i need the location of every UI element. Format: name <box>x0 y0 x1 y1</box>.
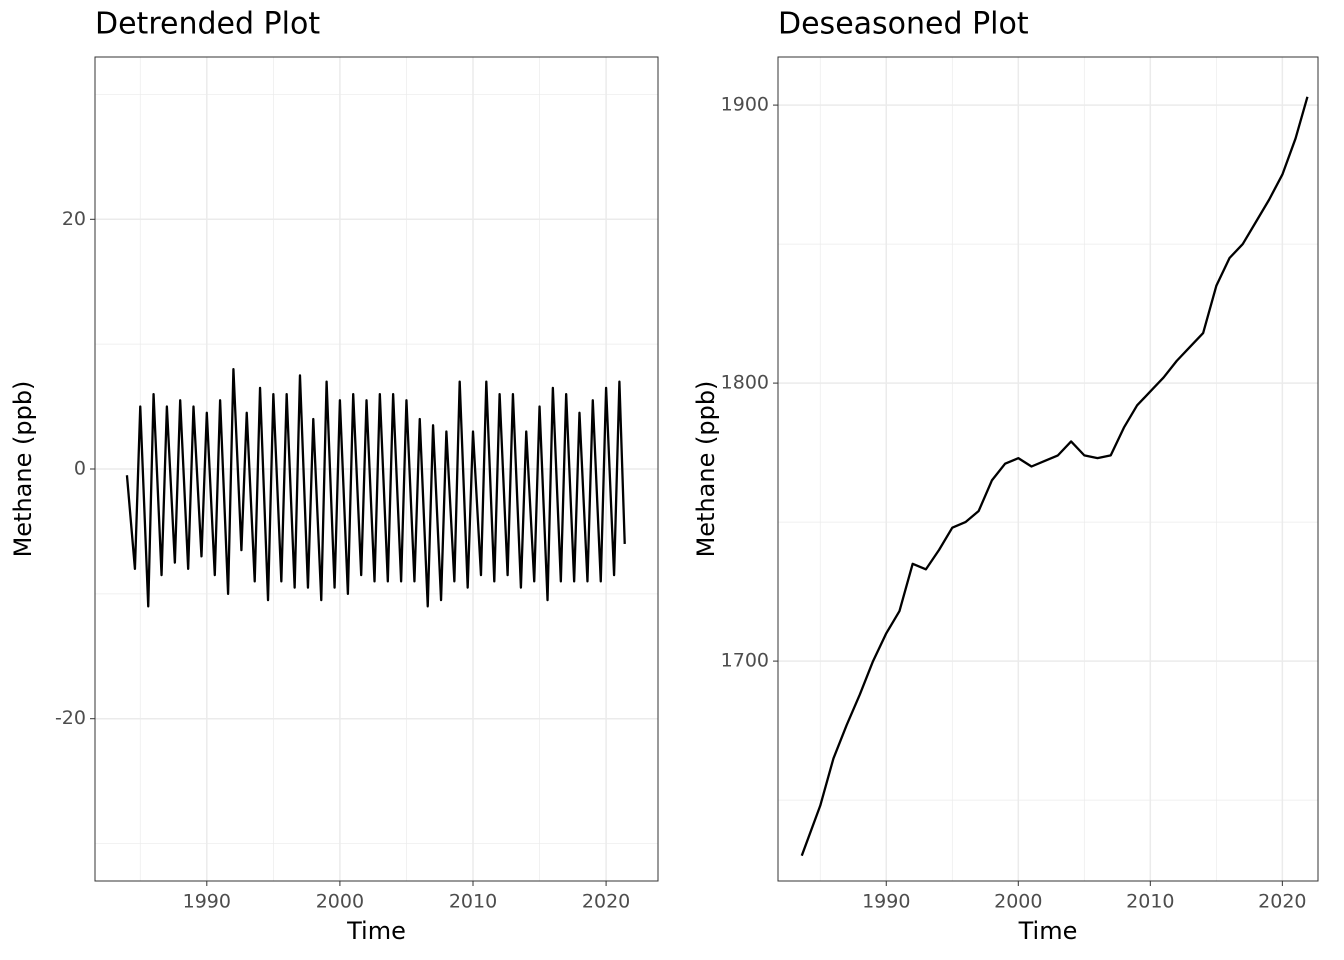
x-tick-label: 1990 <box>862 891 910 913</box>
y-axis-title: Methane (ppb) <box>692 381 720 558</box>
y-tick-label: 1800 <box>721 372 769 394</box>
x-tick-label: 2010 <box>1126 891 1174 913</box>
x-tick-label: 2000 <box>994 891 1042 913</box>
y-tick-label: 1700 <box>721 650 769 672</box>
y-tick-label: 0 <box>74 458 86 480</box>
x-axis-title: Time <box>1018 917 1078 945</box>
chart-title: Deseasoned Plot <box>778 7 1029 42</box>
data-line <box>125 367 626 608</box>
x-tick-label: 1990 <box>183 891 231 913</box>
y-tick-label: 1900 <box>721 94 769 116</box>
x-tick-label: 2020 <box>582 891 630 913</box>
x-tick-label: 2010 <box>449 891 497 913</box>
x-axis-title: Time <box>346 917 406 945</box>
panel-border <box>94 56 659 882</box>
x-tick-label: 2020 <box>1258 891 1306 913</box>
chart-title: Detrended Plot <box>95 7 320 42</box>
y-tick-label: 20 <box>62 208 86 230</box>
panel-border <box>777 56 1319 882</box>
y-axis-title: Methane (ppb) <box>9 381 37 558</box>
data-line <box>800 96 1309 857</box>
y-tick-label: -20 <box>55 707 86 729</box>
x-tick-label: 2000 <box>316 891 364 913</box>
